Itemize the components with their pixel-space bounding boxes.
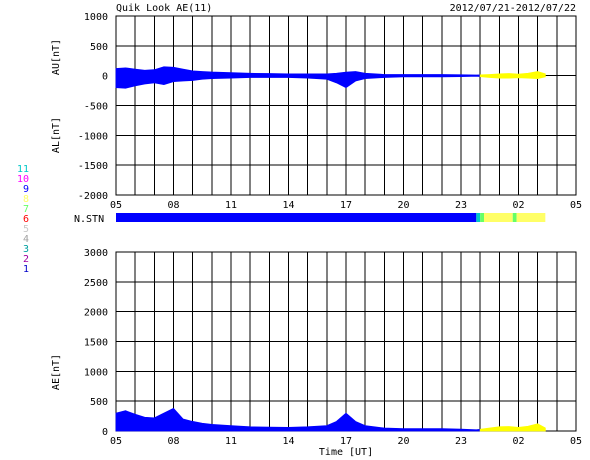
nstn-bars [116, 213, 546, 222]
station-legend-item: 6 [23, 214, 29, 225]
au-al-panel: 1000 500 0 -500 -1000 -1500 -2000 05 08 11 14 17 20… [51, 12, 582, 211]
au-al-y-ticks: 1000 500 0 -500 -1000 -1500 -2000 [78, 12, 108, 202]
au-axis-label: AU[nT] [51, 39, 62, 75]
ae-axis-label: AE[nT] [51, 354, 62, 390]
ae-x-tick-label: 14 [282, 436, 294, 447]
au-al-x-tick-label: 02 [512, 200, 524, 211]
ae-y-tick-label: 0 [102, 427, 108, 438]
ae-x-tick-label: 05 [110, 436, 122, 447]
ae-series-main [115, 407, 481, 432]
ae-x-ticks: 05 08 11 14 17 20 23 02 05 [110, 436, 582, 447]
au-al-grid [116, 16, 576, 195]
ae-y-tick-label: 2500 [84, 278, 108, 289]
au-al-x-tick-label: 14 [282, 200, 294, 211]
au-al-y-tick-label: -2000 [78, 191, 108, 202]
au-al-x-tick-label: 05 [110, 200, 122, 211]
al-axis-label: AL[nT] [51, 117, 62, 153]
station-legend-item: 1 [23, 264, 29, 275]
ae-series [115, 407, 546, 432]
date-range: 2012/07/21-2012/07/22 [450, 3, 576, 14]
nstn-segment [476, 213, 481, 222]
au-al-x-tick-label: 17 [340, 200, 352, 211]
station-legend-item: 9 [23, 184, 29, 195]
au-al-y-tick-label: 500 [90, 42, 108, 53]
ae-x-tick-label: 08 [167, 436, 179, 447]
ae-x-tick-label: 02 [512, 436, 524, 447]
au-al-x-ticks: 05 08 11 14 17 20 23 02 05 [110, 200, 582, 211]
station-legend-item: 8 [23, 194, 29, 205]
station-legend-item: 3 [23, 244, 29, 255]
ae-y-tick-label: 2000 [84, 308, 108, 319]
nstn-segment [516, 213, 546, 222]
ae-y-tick-label: 500 [90, 397, 108, 408]
station-legend-item: 7 [23, 204, 29, 215]
ae-series-late [479, 423, 546, 432]
station-legend-item: 4 [23, 234, 29, 245]
au-al-x-tick-label: 20 [397, 200, 409, 211]
au-al-x-tick-label: 11 [225, 200, 237, 211]
ae-x-tick-label: 05 [570, 436, 582, 447]
au-al-y-tick-label: -500 [84, 102, 108, 113]
station-legend-item: 10 [17, 174, 29, 185]
au-al-y-tick-label: 1000 [84, 12, 108, 23]
nstn-segment [480, 213, 484, 222]
ae-y-tick-label: 3000 [84, 248, 108, 259]
ae-grid [116, 252, 576, 431]
nstn-segment [512, 213, 517, 222]
station-legend-item: 2 [23, 254, 29, 265]
ae-y-ticks: 3000 2500 2000 1500 1000 500 0 [84, 248, 108, 438]
nstn-segment [484, 213, 513, 222]
au-al-x-tick-label: 23 [455, 200, 467, 211]
ae-x-tick-label: 17 [340, 436, 352, 447]
station-legend-item: 5 [23, 224, 29, 235]
au-al-y-tick-label: -1000 [78, 131, 108, 142]
nstn-label: N.STN [74, 214, 104, 225]
au-al-x-tick-label: 05 [570, 200, 582, 211]
au-al-y-tick-label: -1500 [78, 161, 108, 172]
ae-y-tick-label: 1000 [84, 367, 108, 378]
x-axis-label: Time [UT] [319, 447, 373, 458]
ae-x-tick-label: 11 [225, 436, 237, 447]
au-al-x-tick-label: 08 [167, 200, 179, 211]
station-legend-item: 11 [17, 164, 29, 175]
au-al-series-main [115, 66, 481, 89]
nstn-segment [116, 213, 477, 222]
station-count-strip: N.STN [74, 213, 546, 225]
au-al-y-tick-label: 0 [102, 72, 108, 83]
ae-x-tick-label: 20 [397, 436, 409, 447]
ae-x-tick-label: 23 [455, 436, 467, 447]
au-al-series [115, 66, 546, 89]
au-al-series-late [479, 71, 546, 80]
ae-y-tick-label: 1500 [84, 338, 108, 349]
chart-title: Quik Look AE(11) [116, 3, 212, 14]
